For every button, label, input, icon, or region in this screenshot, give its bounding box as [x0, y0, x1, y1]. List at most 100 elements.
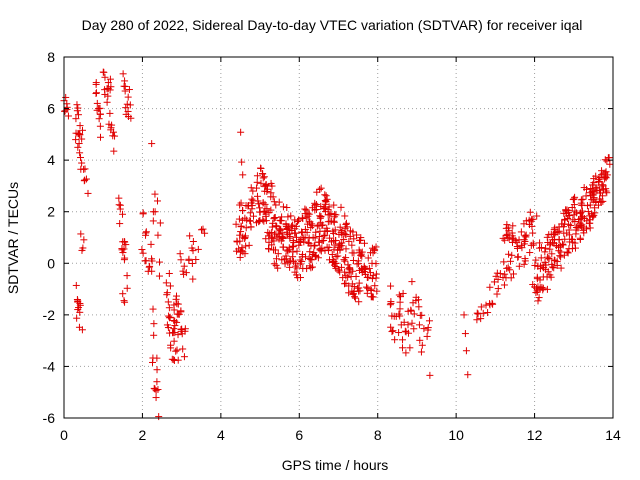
data-point — [84, 189, 92, 197]
data-point — [474, 310, 482, 318]
data-point — [585, 219, 593, 227]
data-point — [490, 278, 498, 286]
data-point — [337, 228, 345, 236]
data-point — [542, 244, 550, 252]
data-point — [106, 75, 114, 83]
data-point — [489, 300, 497, 308]
data-point — [174, 356, 182, 364]
data-point — [507, 274, 515, 282]
data-point — [259, 174, 267, 182]
data-point — [286, 232, 294, 240]
data-point — [106, 86, 114, 94]
data-point — [305, 234, 313, 242]
data-point — [81, 176, 89, 184]
data-point — [262, 217, 270, 225]
data-point — [500, 258, 508, 266]
data-point — [299, 215, 307, 223]
data-point — [350, 235, 358, 243]
data-point — [165, 269, 173, 277]
data-point — [235, 215, 243, 223]
data-point — [291, 229, 299, 237]
data-point — [125, 86, 133, 94]
data-point — [261, 200, 269, 208]
data-point — [591, 204, 599, 212]
data-point — [387, 299, 395, 307]
data-point — [342, 245, 350, 253]
data-point — [119, 249, 127, 257]
data-point — [289, 243, 297, 251]
data-point — [341, 212, 349, 220]
data-point — [92, 89, 100, 97]
data-point — [391, 336, 399, 344]
data-point — [322, 198, 330, 206]
data-point — [292, 222, 300, 230]
data-point — [545, 255, 553, 263]
data-point — [473, 316, 481, 324]
data-point — [165, 304, 173, 312]
data-point — [238, 244, 246, 252]
data-point — [410, 325, 418, 333]
data-point — [571, 207, 579, 215]
data-point — [415, 321, 423, 329]
data-point — [340, 235, 348, 243]
data-point — [369, 293, 377, 301]
data-point — [268, 182, 276, 190]
data-point — [301, 225, 309, 233]
data-point — [238, 158, 246, 166]
data-point — [121, 254, 129, 262]
data-point — [493, 290, 501, 298]
data-point — [535, 294, 543, 302]
data-point — [570, 195, 578, 203]
data-point — [592, 172, 600, 180]
data-point — [147, 240, 155, 248]
data-point — [565, 209, 573, 217]
data-point — [586, 201, 594, 209]
data-point — [569, 196, 577, 204]
data-point — [510, 270, 518, 278]
data-point — [406, 344, 414, 352]
data-point — [253, 184, 261, 192]
data-point — [477, 303, 485, 311]
data-point — [578, 201, 586, 209]
data-point — [363, 289, 371, 297]
data-point — [96, 122, 104, 130]
y-tick-label: 6 — [47, 101, 55, 117]
data-point — [97, 133, 105, 141]
data-point — [155, 413, 163, 421]
data-point — [259, 199, 267, 207]
data-point — [603, 171, 611, 179]
data-point — [92, 79, 100, 87]
data-point — [551, 231, 559, 239]
data-point — [301, 233, 309, 241]
data-point — [76, 149, 84, 157]
data-point — [531, 261, 539, 269]
data-point — [527, 217, 535, 225]
y-axis-label: SDTVAR / TECUs — [5, 182, 21, 294]
data-point — [332, 253, 340, 261]
data-point — [257, 164, 265, 172]
data-point — [508, 251, 516, 259]
axis-ticks — [63, 56, 614, 419]
data-point — [348, 241, 356, 249]
data-point — [563, 248, 571, 256]
data-point — [544, 268, 552, 276]
data-point — [241, 214, 249, 222]
data-point — [543, 285, 551, 293]
data-point — [317, 219, 325, 227]
data-point — [179, 345, 187, 353]
data-point — [298, 257, 306, 265]
data-point — [355, 284, 363, 292]
data-point — [342, 272, 350, 280]
data-point — [567, 221, 575, 229]
data-point — [577, 221, 585, 229]
data-point — [423, 332, 431, 340]
data-point — [328, 251, 336, 259]
data-point — [62, 93, 70, 101]
data-point — [170, 325, 178, 333]
data-point — [150, 320, 158, 328]
data-point — [123, 272, 131, 280]
data-point — [509, 222, 517, 230]
data-point — [302, 206, 310, 214]
data-point — [583, 185, 591, 193]
data-point — [386, 301, 394, 309]
